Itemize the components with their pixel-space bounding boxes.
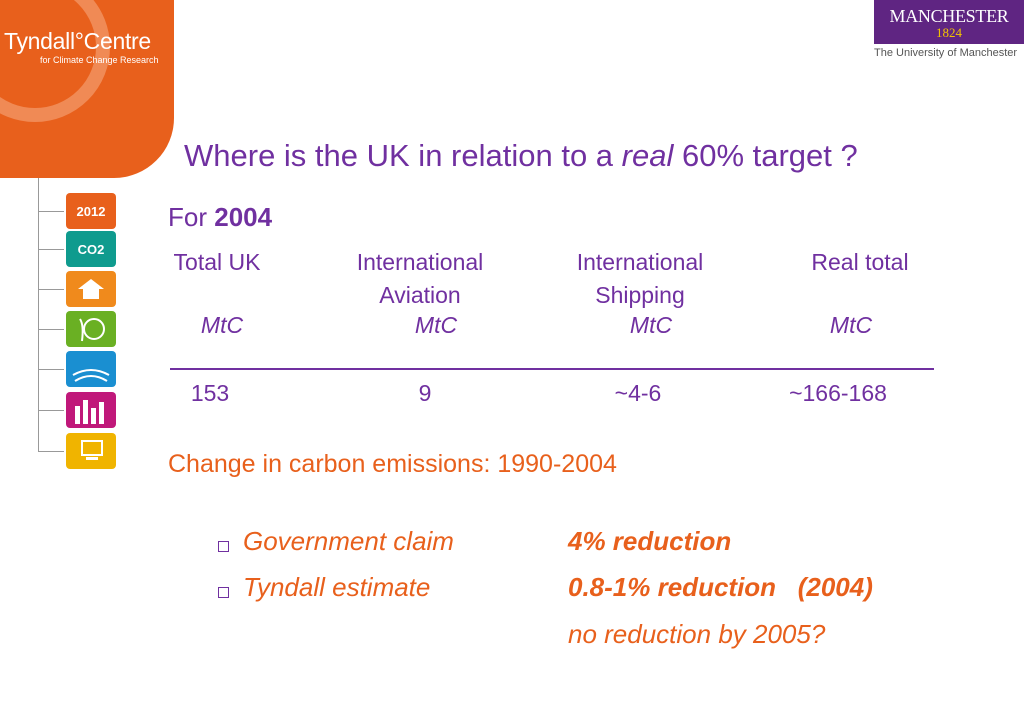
item-value-tyndall: 0.8-1% reduction (2004): [568, 572, 873, 602]
value-total-uk: 153: [190, 380, 230, 406]
table-divider: [170, 368, 934, 370]
co2-icon: CO2: [66, 231, 116, 267]
coast-icon: [66, 351, 116, 387]
side-tree-line: [38, 178, 39, 452]
value-aviation: 9: [418, 380, 432, 406]
column-header-line: International: [356, 249, 484, 275]
column-header-shipping: International Shipping: [554, 246, 726, 312]
title-emphasis: real: [621, 138, 674, 173]
side-tree-branch: [38, 451, 64, 452]
bullet-square-icon: [218, 587, 229, 598]
globe-plant-icon: [66, 311, 116, 347]
tyndall-name: Tyndall°Centre: [4, 28, 151, 54]
change-heading: Change in carbon emissions: 1990-2004: [168, 450, 617, 478]
side-tree-branch: [38, 410, 64, 411]
column-header-total-uk: Total UK: [160, 246, 274, 279]
item-label-tyndall: Tyndall estimate: [243, 572, 431, 602]
column-header-aviation: International Aviation: [334, 246, 506, 312]
manchester-year: 1824: [936, 25, 962, 40]
city-icon: [66, 392, 116, 428]
subheading-year: 2004: [214, 202, 273, 232]
manchester-name: MANCHESTER: [889, 6, 1009, 26]
bullet-square-icon: [218, 541, 229, 552]
side-tree-branch: [38, 249, 64, 250]
subheading: For 2004: [168, 202, 272, 233]
page-title: Where is the UK in relation to a real 60…: [184, 138, 858, 174]
column-header-line: Aviation: [379, 282, 461, 308]
2012-icon: 2012: [66, 193, 116, 229]
column-header-line: Total UK: [173, 249, 261, 275]
side-tree-branch: [38, 289, 64, 290]
computer-icon: [66, 433, 116, 469]
unit-total-uk: MtC: [200, 312, 244, 338]
unit-shipping: MtC: [629, 312, 673, 338]
item-note-tyndall: no reduction by 2005?: [568, 619, 826, 649]
manchester-university-text: The University of Manchester: [874, 47, 1018, 59]
side-tree-branch: [38, 329, 64, 330]
value-shipping: ~4-6: [614, 380, 662, 406]
side-tree-branch: [38, 369, 64, 370]
unit-real-total: MtC: [829, 312, 873, 338]
side-tree-branch: [38, 211, 64, 212]
subheading-prefix: For: [168, 202, 215, 232]
column-header-real-total: Real total: [790, 246, 930, 279]
column-header-line: International: [576, 249, 704, 275]
title-text-before: Where is the UK in relation to a: [184, 138, 622, 173]
title-text-after: 60% target ?: [673, 138, 858, 173]
item-label-government: Government claim: [243, 526, 454, 556]
value-real-total: ~166-168: [789, 380, 887, 406]
tyndall-logo: Tyndall°Centre for Climate Change Resear…: [0, 0, 174, 178]
item-value-government: 4% reduction: [568, 526, 732, 556]
unit-aviation: MtC: [414, 312, 458, 338]
tyndall-subtitle: for Climate Change Research: [40, 55, 159, 65]
column-header-line: Real total: [811, 249, 909, 275]
column-header-line: Shipping: [595, 282, 685, 308]
family-house-icon: [66, 271, 116, 307]
manchester-logo: MANCHESTER 1824: [874, 0, 1024, 44]
